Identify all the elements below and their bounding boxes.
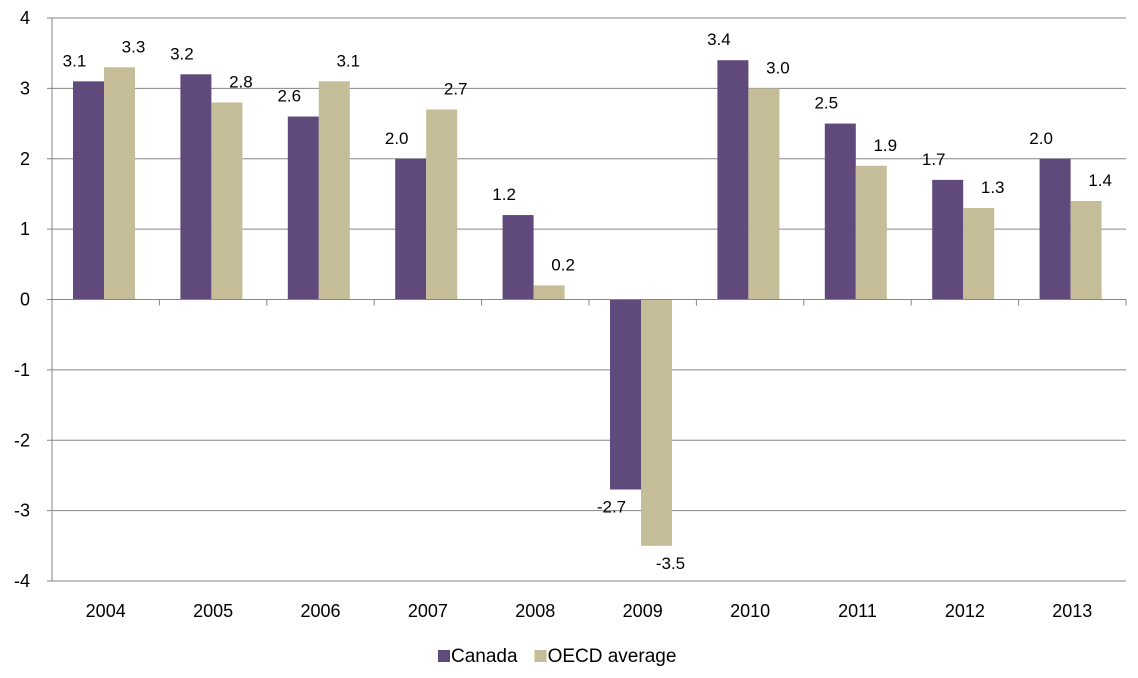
data-label: 1.4 [1088,171,1112,190]
bar-oecd-average [426,109,458,300]
y-tick-label: -1 [14,360,30,380]
y-tick-label: -4 [14,571,30,591]
bar-oecd-average [963,208,995,300]
x-tick-label: 2007 [408,601,448,621]
bar-canada [180,74,212,300]
bar-oecd-average [1070,200,1102,300]
data-label: 2.6 [277,87,301,106]
data-label: 3.1 [63,51,87,70]
x-tick-label: 2012 [945,601,985,621]
y-tick-label: 1 [20,219,30,239]
data-label: 1.9 [873,136,897,155]
bar-oecd-average [641,299,672,546]
y-tick-label: 4 [20,8,30,28]
bar-canada [73,81,104,300]
bar-oecd-average [855,165,887,300]
bar-canada [287,116,319,300]
x-tick-label: 2004 [86,601,126,621]
data-label: 0.2 [551,255,575,274]
bar-canada [1039,158,1071,300]
bars [73,60,1102,546]
bar-canada [932,179,964,300]
bar-oecd-average [104,67,135,300]
legend-label: Canada [451,646,518,667]
data-label: -3.5 [656,554,685,573]
data-label: 2.7 [444,79,468,98]
bar-oecd-average [211,102,243,300]
bar-canada [502,215,534,300]
data-label: 3.0 [766,58,790,77]
legend-swatch [534,650,547,662]
bar-oecd-average [533,285,565,300]
bar-canada [395,158,427,300]
data-label: 3.2 [170,44,194,63]
x-tick-label: 2010 [730,601,770,621]
y-tick-label: -2 [14,430,30,450]
y-tick-label: 3 [20,78,30,98]
data-label: 2.0 [385,129,409,148]
data-label: 1.3 [981,178,1005,197]
data-label: 1.2 [492,185,516,204]
y-tick-label: 2 [20,149,30,169]
x-tick-label: 2008 [515,601,555,621]
data-label: 2.0 [1029,129,1053,148]
data-label: 3.4 [707,30,731,49]
data-label: 3.1 [336,51,360,70]
data-label: 3.3 [122,37,146,56]
data-label: 2.5 [814,94,838,113]
bar-oecd-average [748,88,780,300]
x-tick-label: 2011 [838,601,877,621]
y-tick-label: -3 [14,501,30,521]
data-label: 1.7 [922,150,946,169]
legend: Canada OECD average [438,646,676,667]
legend-label: OECD average [548,646,677,667]
x-tick-label: 2006 [300,601,340,621]
y-tick-label: 0 [20,290,30,310]
bar-canada [824,123,856,300]
data-label: -2.7 [597,498,626,517]
data-labels: 3.1 3.3 3.2 2.8 2.6 3.1 2.0 2.7 1.2 0.2 -2.7 -3.5 3.… [63,30,1112,573]
x-tick-label: 2009 [623,601,663,621]
legend-swatch [438,650,450,662]
bar-canada [610,299,641,490]
bar-canada [717,60,749,300]
data-label: 2.8 [229,72,253,91]
x-tick-label: 2005 [193,601,233,621]
axes: -4 -3 -2 -1 0 1 2 3 4 2004 2005 2006 2007 2008 2009 201… [14,8,1127,621]
x-tick-label: 2013 [1052,601,1092,621]
bar-oecd-average [318,81,350,300]
